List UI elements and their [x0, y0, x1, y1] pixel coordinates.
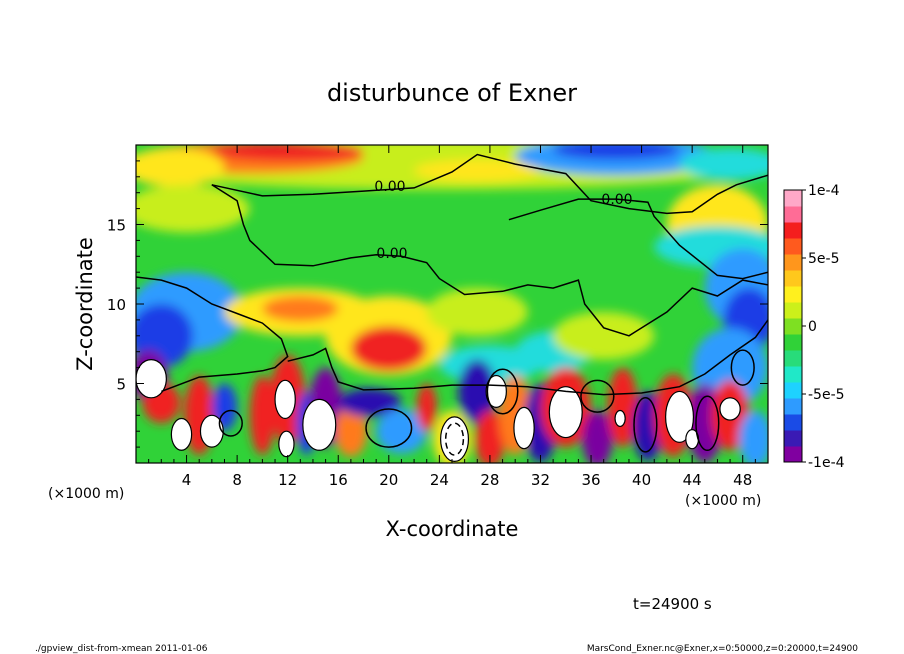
- colorbar-swatch: [784, 302, 802, 319]
- colorbar-label: -1e-4: [808, 455, 845, 471]
- colorbar-swatch: [784, 206, 802, 223]
- heatmap-plot-area: [136, 145, 768, 463]
- x-tick-label: 36: [581, 471, 600, 489]
- colorbar-swatch: [784, 430, 802, 447]
- colorbar: 1e-4 5e-5 0 -5e-5 -1e-4: [783, 183, 845, 471]
- saturated-region: [278, 430, 295, 458]
- heatmap-cell: [376, 408, 427, 454]
- saturated-region: [136, 359, 167, 399]
- colorbar-swatch: [784, 270, 802, 287]
- heatmap-cell: [136, 148, 225, 187]
- colorbar-swatch: [784, 398, 802, 415]
- colorbar-swatch: [784, 286, 802, 303]
- heatmap-cell: [414, 159, 541, 182]
- x-tick-label: 8: [232, 471, 242, 489]
- saturated-region: [513, 406, 535, 450]
- colorbar-swatch: [784, 446, 802, 463]
- contour-label: 0.00: [376, 246, 407, 262]
- contour-loop: [218, 409, 243, 437]
- x-tick-label: 20: [379, 471, 398, 489]
- colorbar-swatch: [784, 350, 802, 367]
- heatmap-cell: [458, 359, 497, 424]
- heatmap-cell: [416, 383, 437, 432]
- heatmap-cell: [738, 410, 768, 463]
- contour-loop: [365, 408, 413, 448]
- contour-loop: [633, 397, 658, 453]
- saturated-region: [548, 386, 583, 439]
- heatmap-cell: [679, 148, 768, 180]
- saturated-region: [719, 397, 741, 421]
- saturated-region: [274, 379, 296, 420]
- zero-contour: [508, 198, 768, 280]
- zero-contour: [211, 184, 768, 337]
- x-tick-label: 48: [733, 471, 752, 489]
- contour-loop: [730, 349, 755, 386]
- colorbar-swatch: [784, 382, 802, 399]
- saturated-region: [485, 374, 507, 408]
- saturated-region: [440, 416, 470, 463]
- x-tick-label: 24: [430, 471, 449, 489]
- x-tick-label: 32: [531, 471, 550, 489]
- heatmap-cell: [607, 367, 638, 448]
- heatmap-cell: [553, 311, 655, 360]
- negative-contour: [444, 422, 465, 456]
- colorbar-swatch: [784, 414, 802, 431]
- saturated-region: [665, 390, 695, 443]
- colorbar-swatch: [784, 366, 802, 383]
- time-annotation: t=24900 s: [633, 595, 712, 613]
- zero-contour: [287, 319, 768, 396]
- heatmap-cell: [262, 296, 339, 322]
- heatmap-cell: [136, 184, 250, 233]
- colorbar-label: 1e-4: [808, 183, 840, 199]
- heatmap-cell: [350, 326, 427, 371]
- x-tick-label: 28: [480, 471, 499, 489]
- heatmap-cell: [474, 410, 506, 463]
- heatmap-cell: [249, 375, 276, 456]
- y-axis-label: Z-coordinate: [73, 237, 97, 371]
- x-unit-label-left: (×1000 m): [48, 486, 124, 502]
- contour-label: 0.00: [374, 179, 405, 195]
- y-tick-label: 15: [107, 217, 126, 235]
- footer-left: ./gpview_dist-from-xmean 2011-01-06: [35, 644, 208, 654]
- heatmap-cell: [582, 410, 613, 463]
- x-tick-label: 40: [632, 471, 651, 489]
- colorbar-label: 5e-5: [808, 251, 839, 267]
- y-tick-label: 10: [107, 296, 126, 314]
- chart-title: disturbunce of Exner: [327, 79, 577, 107]
- x-unit-label-right: (×1000 m): [685, 493, 761, 509]
- colorbar-swatch: [784, 334, 802, 351]
- zero-contour: [136, 276, 289, 393]
- saturated-region: [199, 414, 224, 448]
- colorbar-swatch: [784, 254, 802, 271]
- y-tick-label: 5: [116, 376, 126, 394]
- colorbar-swatch: [784, 238, 802, 255]
- contour-loop: [695, 395, 720, 452]
- saturated-region: [614, 409, 626, 428]
- heatmap-cell: [334, 405, 368, 457]
- zero-contour: [211, 153, 768, 215]
- x-tick-label: 4: [182, 471, 192, 489]
- saturated-region: [302, 398, 337, 451]
- contour-loop: [580, 379, 615, 413]
- contour-loop: [486, 368, 519, 415]
- colorbar-swatch: [784, 222, 802, 239]
- footer-right: MarsCond_Exner.nc@Exner,x=0:50000,z=0:20…: [587, 644, 858, 654]
- x-axis-label: X-coordinate: [386, 517, 519, 541]
- x-tick-label: 44: [683, 471, 702, 489]
- heatmap-cell: [426, 288, 528, 336]
- x-tick-label: 12: [278, 471, 297, 489]
- colorbar-label: -5e-5: [808, 387, 845, 403]
- contour-label: 0.00: [601, 192, 632, 208]
- x-tick-label: 16: [329, 471, 348, 489]
- colorbar-swatch: [784, 190, 802, 207]
- colorbar-label: 0: [808, 319, 817, 335]
- colorbar-swatch: [784, 318, 802, 335]
- saturated-region: [170, 417, 193, 451]
- heatmap-cell: [553, 145, 680, 160]
